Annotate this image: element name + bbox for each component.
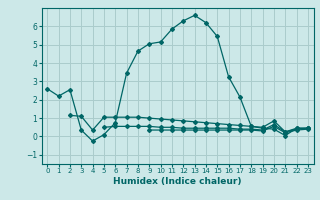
X-axis label: Humidex (Indice chaleur): Humidex (Indice chaleur) — [113, 177, 242, 186]
